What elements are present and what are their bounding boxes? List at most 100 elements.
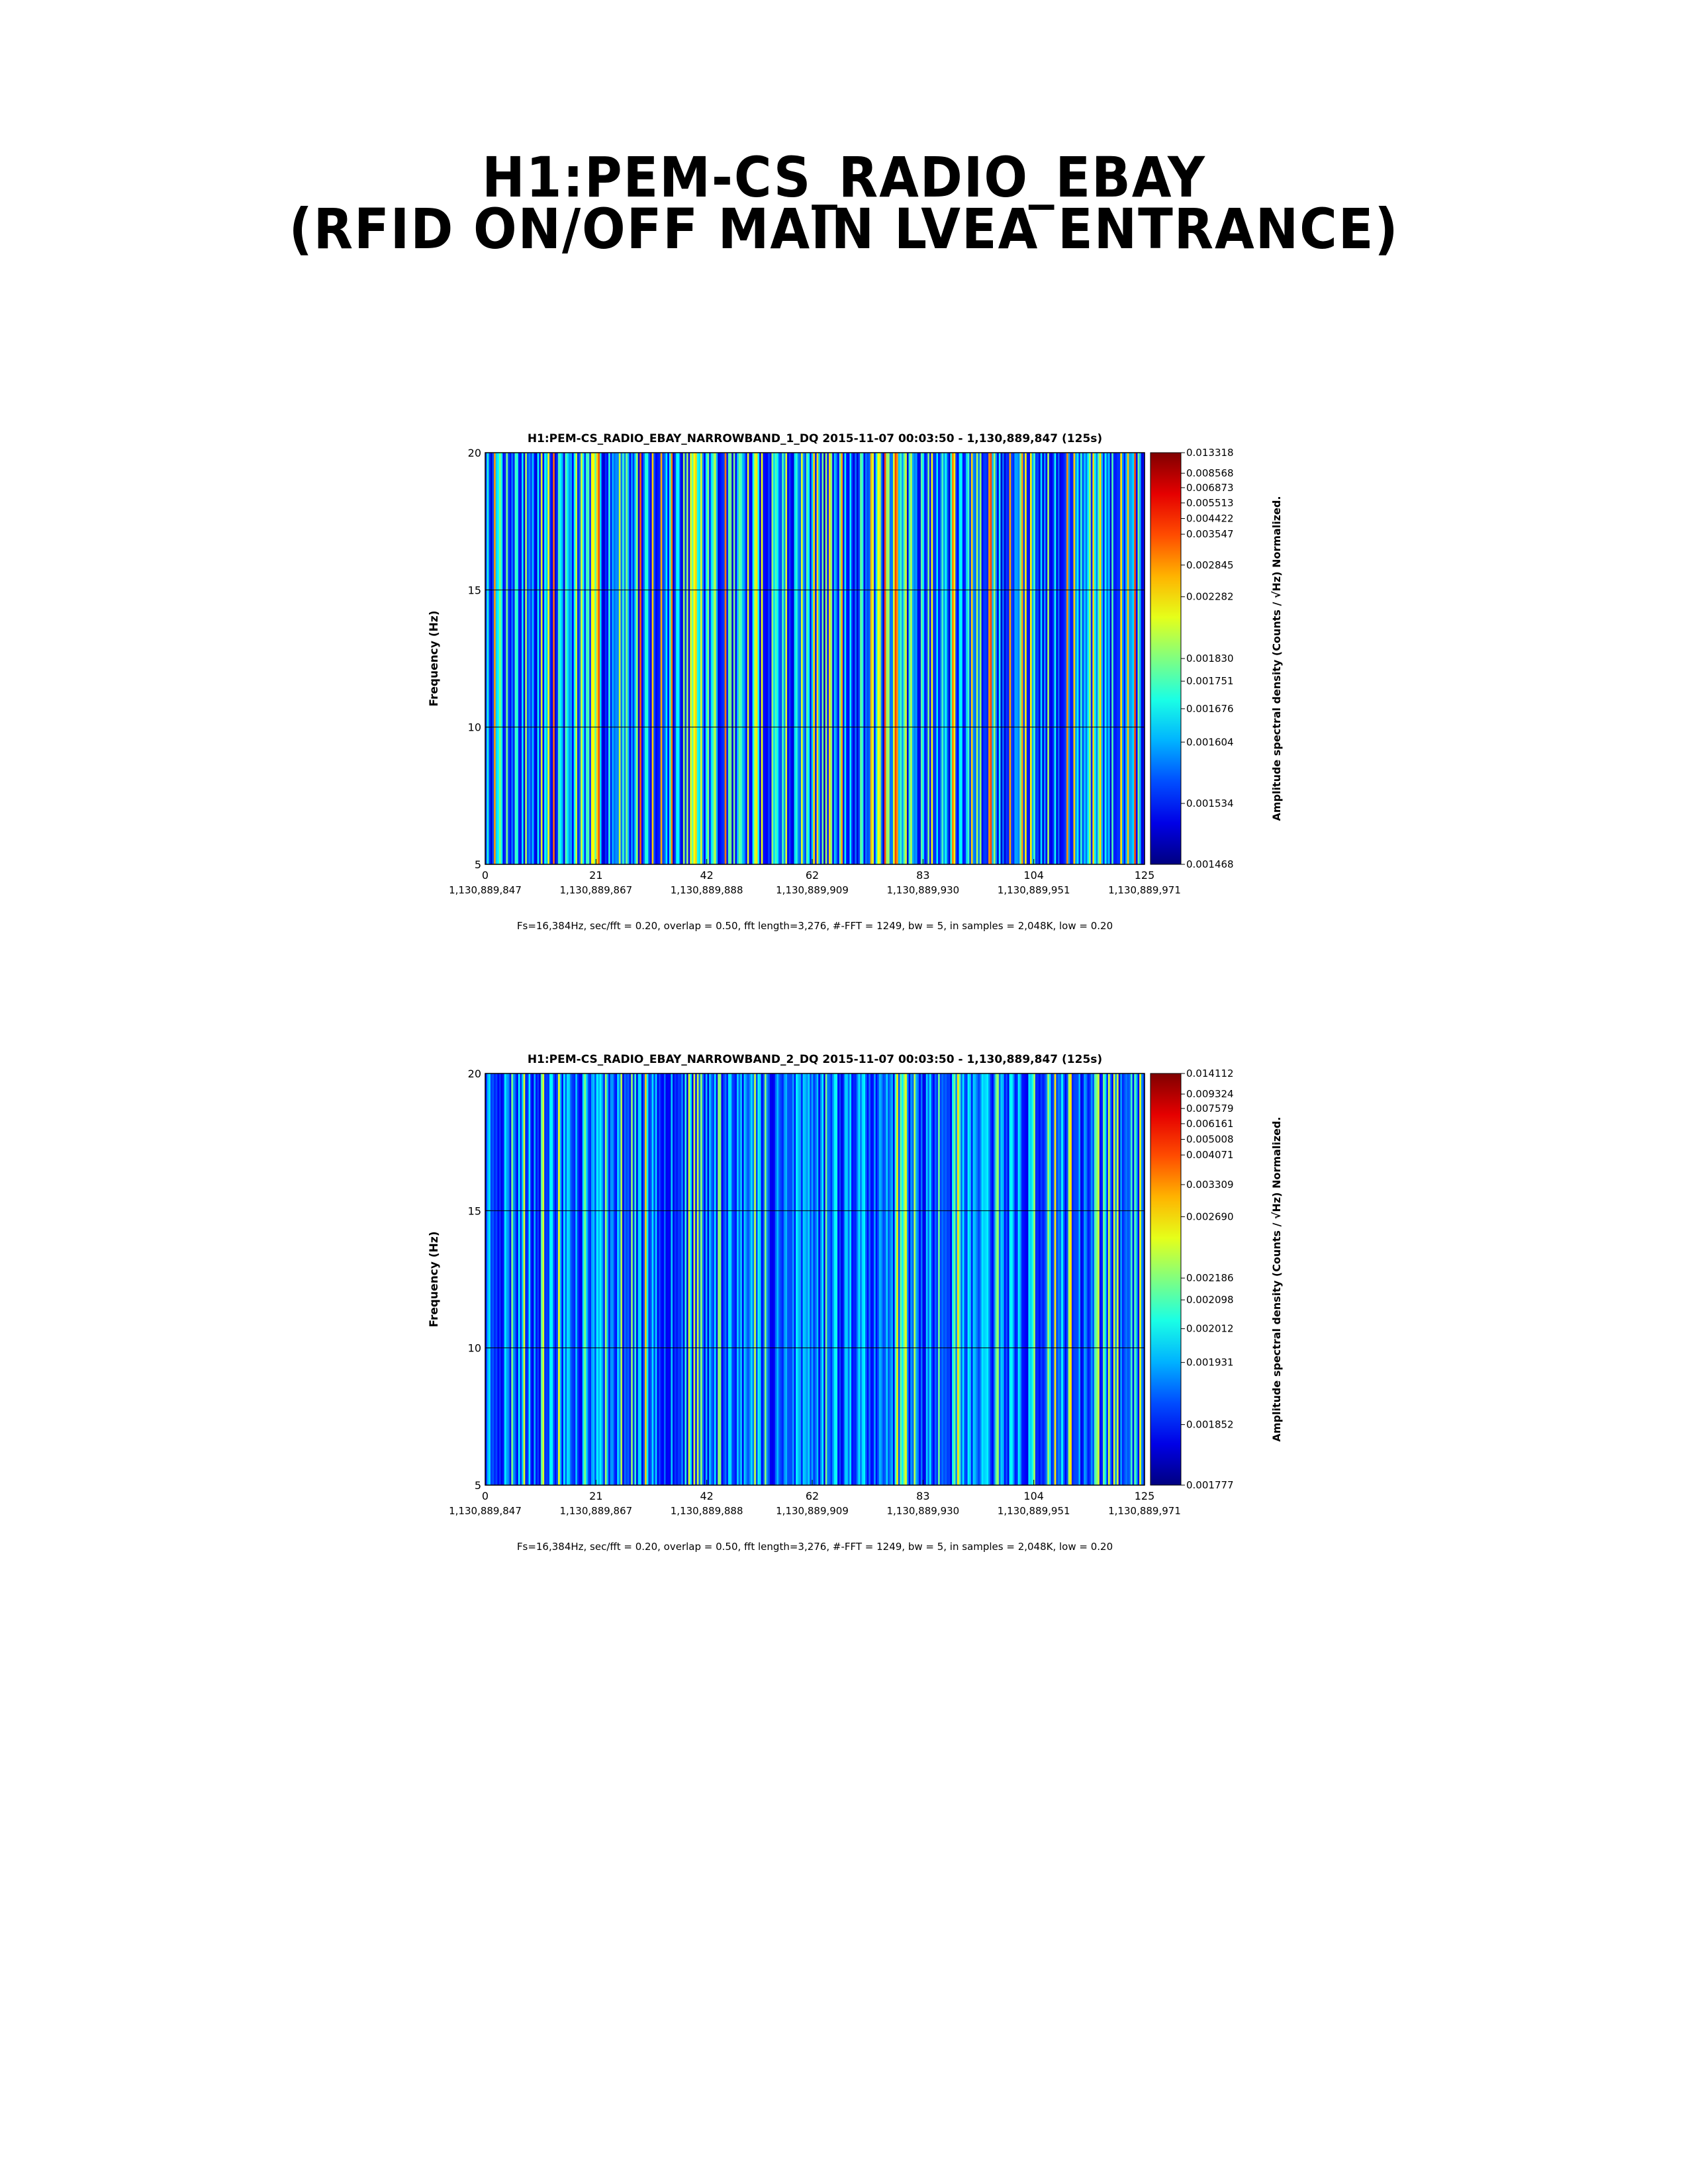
heatmap-column — [880, 1073, 883, 1485]
colorbar-tick-label: 0.007579 — [1186, 1103, 1234, 1115]
heatmap-column — [511, 1073, 514, 1485]
heatmap-column — [545, 453, 548, 864]
heatmap-column — [514, 1073, 517, 1485]
heatmap-column — [755, 453, 759, 864]
heatmap-column — [643, 1073, 645, 1485]
heatmap-column — [997, 1073, 1000, 1485]
heatmap-column — [752, 453, 755, 864]
heatmap-column — [801, 1073, 804, 1485]
plot-frame — [485, 1073, 1145, 1486]
heatmap-column — [589, 453, 592, 864]
heatmap-column — [936, 1073, 939, 1485]
heatmap-column — [761, 453, 763, 864]
heatmap-column — [920, 453, 923, 864]
heatmap-column — [804, 1073, 807, 1485]
heatmap-column — [952, 1073, 955, 1485]
heatmap-column — [1053, 1073, 1055, 1485]
heatmap-column — [674, 453, 677, 864]
heatmap-column — [520, 1073, 522, 1485]
heatmap-column — [988, 453, 991, 864]
heatmap-column — [799, 453, 802, 864]
heatmap-column — [1012, 453, 1015, 864]
heatmap-column — [1011, 453, 1013, 864]
heatmap-column — [570, 1073, 573, 1485]
heatmap-column — [1006, 453, 1008, 864]
heatmap-column — [1066, 1073, 1069, 1485]
heatmap-column — [851, 453, 854, 864]
heatmap-column — [860, 453, 863, 864]
heatmap-column — [731, 453, 734, 864]
heatmap-column — [684, 453, 687, 864]
heatmap-column — [966, 1073, 968, 1485]
chart-title: H1:PEM-CS_RADIO_EBAY_NARROWBAND_2_DQ 201… — [528, 1053, 1102, 1066]
heatmap-column — [889, 453, 892, 864]
page-title-line-2: (RFID ON/OFF MAIN LVEA ENTRANCE) — [289, 197, 1399, 261]
heatmap-column — [1076, 453, 1079, 864]
heatmap-column — [1121, 453, 1125, 864]
heatmap-column — [718, 453, 720, 864]
heatmap-column — [858, 1073, 861, 1485]
heatmap-column — [594, 453, 597, 864]
x-tick-gps-label: 1,130,889,867 — [559, 1505, 632, 1517]
heatmap-column — [651, 1073, 654, 1485]
heatmap-column — [888, 453, 890, 864]
heatmap-column — [1092, 1073, 1095, 1485]
heatmap-column — [537, 453, 539, 864]
heatmap-column — [662, 453, 665, 864]
heatmap-column — [617, 453, 620, 864]
heatmap-column — [590, 1073, 594, 1485]
heatmap-column — [565, 453, 567, 864]
heatmap-column — [919, 453, 921, 864]
heatmap-column — [1033, 453, 1036, 864]
heatmap-column — [1075, 1073, 1078, 1485]
heatmap-column — [495, 1073, 498, 1485]
heatmap-column — [903, 1073, 906, 1485]
heatmap-stripes — [485, 1073, 1145, 1485]
heatmap-column — [731, 1073, 734, 1485]
heatmap-column — [721, 1073, 724, 1485]
colorbar-tick-label: 0.008568 — [1186, 467, 1234, 479]
heatmap-column — [551, 453, 553, 864]
colorbar-tick-label: 0.002012 — [1186, 1323, 1234, 1335]
heatmap-column — [586, 1073, 588, 1485]
heatmap-column — [639, 453, 642, 864]
heatmap-column — [941, 453, 944, 864]
heatmap-column — [603, 1073, 606, 1485]
heatmap-column — [905, 1073, 908, 1485]
heatmap-stripes — [485, 453, 1145, 864]
heatmap-column — [726, 1073, 729, 1485]
heatmap-column — [716, 1073, 718, 1485]
heatmap-column — [530, 453, 533, 864]
heatmap-column — [846, 1073, 849, 1485]
heatmap-column — [780, 1073, 782, 1485]
heatmap-column — [894, 453, 897, 864]
heatmap-column — [867, 453, 869, 864]
heatmap-column — [820, 1073, 823, 1485]
heatmap-column — [1054, 453, 1056, 864]
heatmap-column — [1014, 453, 1017, 864]
heatmap-column — [841, 453, 843, 864]
heatmap-column — [487, 1073, 489, 1485]
heatmap-column — [953, 1073, 956, 1485]
heatmap-column — [785, 453, 788, 864]
heatmap-column — [632, 453, 635, 864]
heatmap-column — [612, 453, 614, 864]
heatmap-column — [1094, 1073, 1097, 1485]
heatmap-column — [606, 453, 609, 864]
heatmap-column — [702, 453, 704, 864]
y-tick-label: 5 — [475, 1479, 481, 1492]
heatmap-column — [884, 453, 887, 864]
heatmap-column — [938, 453, 941, 864]
heatmap-column — [995, 453, 998, 864]
heatmap-column — [1078, 453, 1081, 864]
heatmap-column — [523, 1073, 526, 1485]
heatmap-column — [1004, 453, 1006, 864]
heatmap-column — [1084, 1073, 1086, 1485]
heatmap-column — [663, 1073, 667, 1485]
heatmap-column — [639, 1073, 642, 1485]
heatmap-column — [485, 453, 488, 864]
heatmap-column — [870, 1073, 873, 1485]
heatmap-column — [1117, 1073, 1119, 1485]
heatmap-column — [993, 453, 996, 864]
heatmap-column — [1131, 1073, 1133, 1485]
